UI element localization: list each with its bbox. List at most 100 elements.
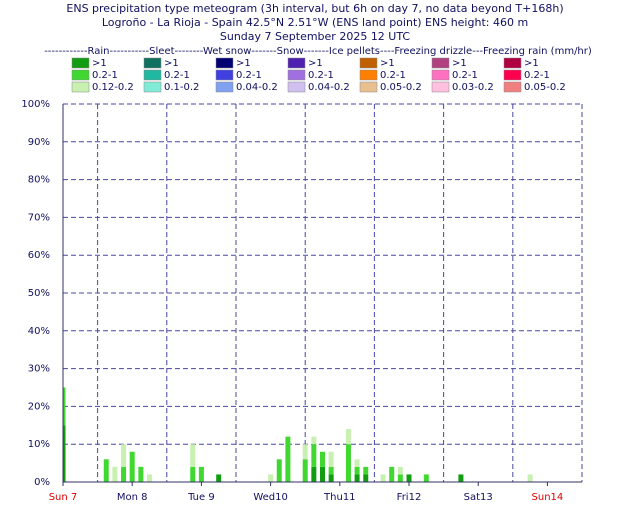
bar-segment (328, 451, 334, 467)
bar-segment (380, 474, 386, 482)
bar-segment (345, 444, 351, 482)
legend-swatch (143, 69, 162, 81)
bar-segment (328, 474, 334, 482)
legend-label: 0.05-0.2 (380, 82, 422, 93)
legend-label: 0.1-0.2 (164, 82, 199, 93)
legend-label: 0.2-1 (164, 70, 190, 81)
bar-segment (397, 474, 403, 482)
bar-segment (320, 466, 325, 482)
legend-header: ------------Rain-----------Sleet--------… (44, 46, 592, 57)
chart-subtitle: Logroño - La Rioja - Spain 42.5°N 2.51°W… (102, 16, 528, 29)
bar-segment (363, 474, 369, 482)
bar-segment (527, 474, 533, 482)
legend-swatch (71, 81, 90, 93)
legend-label: 0.2-1 (92, 70, 118, 81)
bar-segment (103, 459, 109, 482)
legend-swatch (143, 81, 162, 93)
legend-label: 0.03-0.2 (452, 82, 494, 93)
legend-swatch (359, 69, 378, 81)
legend-label: 0.2-1 (380, 70, 406, 81)
y-tick-label: 20% (28, 401, 50, 412)
legend-swatch (359, 81, 378, 93)
bar-segment (285, 436, 291, 482)
chart-date: Sunday 7 September 2025 12 UTC (220, 30, 411, 43)
legend-label: >1 (452, 58, 467, 69)
x-tick-label: Sat13 (464, 492, 493, 503)
legend-swatch (503, 69, 522, 81)
x-tick-label: Wed10 (253, 492, 288, 503)
bar-segment (147, 474, 152, 482)
y-tick-label: 50% (28, 288, 50, 299)
legend-swatch (215, 57, 234, 69)
bar-segment (63, 387, 66, 426)
bar-segment (302, 459, 308, 482)
legend-swatch (287, 69, 306, 81)
x-tick-label: Fri12 (397, 492, 422, 503)
legend-label: 0.04-0.2 (308, 82, 350, 93)
y-tick-label: 30% (28, 364, 50, 375)
bar-segment (112, 466, 118, 482)
bar-segment (328, 466, 334, 475)
legend-swatch (503, 57, 522, 69)
x-tick-label: Tue 9 (187, 492, 215, 503)
bar-segment (345, 429, 351, 445)
bar-segment (311, 444, 317, 467)
legend-swatch (71, 69, 90, 81)
legend-swatch (431, 69, 450, 81)
bar-segment (406, 474, 412, 482)
y-tick-label: 60% (28, 250, 50, 261)
bar-segment (216, 474, 222, 482)
legend-label: 0.04-0.2 (236, 82, 278, 93)
bar-segment (354, 459, 360, 467)
y-tick-label: 0% (34, 477, 50, 488)
legend-label: 0.2-1 (452, 70, 478, 81)
legend-label: >1 (380, 58, 395, 69)
bar-segment (423, 474, 429, 482)
bar-segment (121, 466, 127, 482)
y-tick-label: 40% (28, 326, 50, 337)
y-tick-label: 10% (28, 439, 50, 450)
y-tick-label: 90% (28, 137, 50, 148)
bar-segment (190, 444, 196, 467)
bar-segment (121, 444, 127, 467)
chart-title: ENS precipitation type meteogram (3h int… (66, 2, 563, 15)
bar-segment (354, 466, 360, 475)
bar-segment (397, 466, 403, 475)
x-tick-label: Sun 7 (49, 492, 78, 503)
legend-label: 0.2-1 (236, 70, 262, 81)
legend-label: >1 (524, 58, 539, 69)
legend-swatch (215, 69, 234, 81)
y-tick-label: 80% (28, 175, 50, 186)
legend-swatch (431, 57, 450, 69)
legend-label: >1 (164, 58, 179, 69)
bar-segment (198, 466, 204, 482)
legend-swatch (215, 81, 234, 93)
y-tick-label: 100% (21, 99, 50, 110)
y-tick-label: 70% (28, 212, 50, 223)
bar-segment (311, 436, 317, 445)
legend-label: 0.05-0.2 (524, 82, 566, 93)
legend-label: 0.2-1 (308, 70, 334, 81)
bar-segment (302, 444, 308, 460)
legend-label: >1 (92, 58, 107, 69)
bar-segment (458, 474, 464, 482)
legend-swatch (143, 57, 162, 69)
legend-swatch (359, 57, 378, 69)
legend-label: >1 (308, 58, 323, 69)
bar-segment (190, 466, 196, 482)
legend-swatch (287, 81, 306, 93)
bar-segment (276, 459, 282, 482)
bar-segment (268, 474, 274, 482)
legend-swatch (287, 57, 306, 69)
x-tick-label: Thu11 (323, 492, 356, 503)
x-tick-label: Sun14 (532, 492, 564, 503)
legend-swatch (431, 81, 450, 93)
legend-label: 0.12-0.2 (92, 82, 134, 93)
bar-segment (311, 466, 317, 482)
bar-segment (138, 466, 144, 482)
bar-segment (389, 466, 395, 482)
x-tick-label: Mon 8 (117, 492, 148, 503)
bar-segment (129, 451, 135, 482)
bar-segment (320, 451, 325, 467)
